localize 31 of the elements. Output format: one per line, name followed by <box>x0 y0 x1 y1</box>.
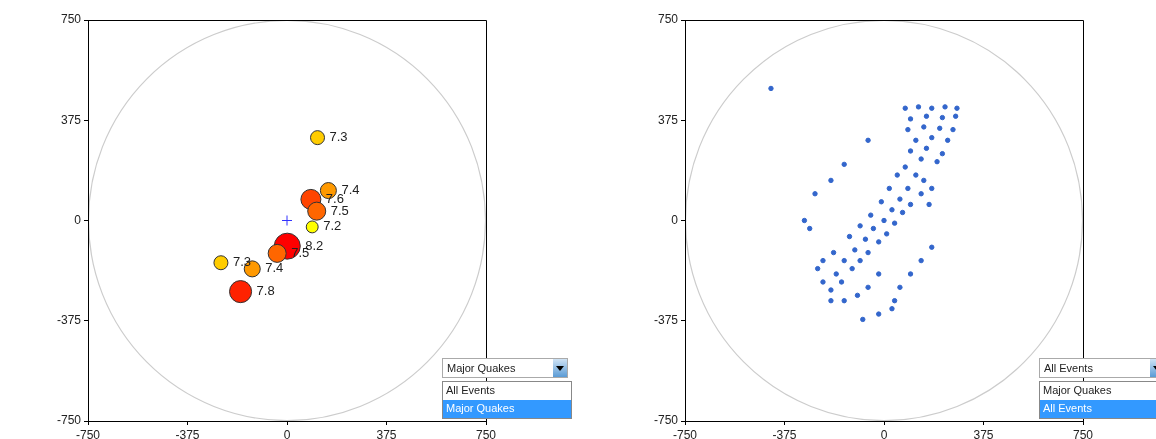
x-tick-label: -750 <box>672 427 698 439</box>
x-tick-label: -375 <box>772 427 797 439</box>
annotation: Major Quakes <box>447 362 516 374</box>
y-tick-label: -750 <box>56 413 82 428</box>
y-tick-label: -375 <box>56 313 82 328</box>
annotation: 7.3 <box>232 254 252 270</box>
annotation: All Events <box>1044 362 1093 374</box>
y-tick-label: 375 <box>60 112 82 127</box>
annotation: Major Quakes <box>1042 383 1113 398</box>
x-tick-label: 750 <box>1072 427 1094 439</box>
y-tick-label: 0 <box>74 212 82 227</box>
annotation: 7.8 <box>256 283 275 299</box>
y-tick-label: 750 <box>60 12 82 27</box>
x-tick-label: 0 <box>880 427 888 439</box>
annotation: All Events <box>1040 400 1156 418</box>
y-tick-label: -750 <box>653 413 679 428</box>
x-tick-label: 375 <box>973 427 994 439</box>
annotation: 7.3 <box>329 129 348 145</box>
y-tick-label: 750 <box>657 12 679 27</box>
annotation: 7.4 <box>265 260 284 276</box>
y-tick-label: 375 <box>657 112 679 127</box>
x-tick-label: 0 <box>283 427 291 439</box>
annotation: All Events <box>445 383 496 398</box>
x-tick-label: 750 <box>475 427 497 439</box>
annotation: 7.2 <box>323 218 342 234</box>
y-tick-label: 0 <box>671 212 679 227</box>
annotation: Major Quakes <box>443 400 571 418</box>
x-tick-label: -750 <box>75 427 101 439</box>
x-tick-label: 375 <box>376 427 397 439</box>
x-tick-label: -375 <box>175 427 200 439</box>
y-tick-label: -375 <box>653 313 679 328</box>
